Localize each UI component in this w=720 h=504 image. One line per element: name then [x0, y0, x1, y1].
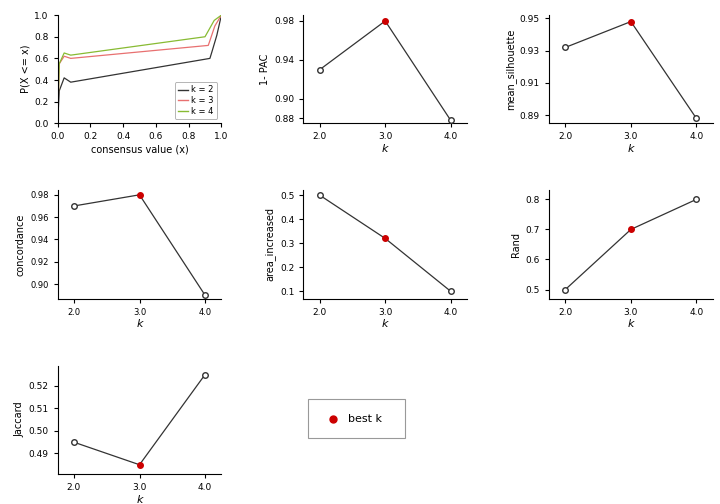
Y-axis label: Jaccard: Jaccard — [14, 402, 24, 437]
X-axis label: k: k — [628, 320, 634, 329]
Y-axis label: P(X <= x): P(X <= x) — [20, 45, 30, 93]
Legend: k = 2, k = 3, k = 4: k = 2, k = 3, k = 4 — [175, 82, 217, 119]
X-axis label: k: k — [136, 320, 143, 329]
X-axis label: k: k — [628, 144, 634, 154]
X-axis label: consensus value (x): consensus value (x) — [91, 144, 189, 154]
Y-axis label: mean_silhouette: mean_silhouette — [505, 29, 516, 110]
Y-axis label: 1- PAC: 1- PAC — [260, 53, 270, 85]
Y-axis label: Rand: Rand — [511, 232, 521, 257]
X-axis label: k: k — [136, 494, 143, 504]
Y-axis label: concordance: concordance — [16, 213, 26, 276]
X-axis label: k: k — [382, 320, 389, 329]
X-axis label: k: k — [382, 144, 389, 154]
Y-axis label: area_increased: area_increased — [265, 208, 276, 281]
Text: best k: best k — [348, 414, 382, 423]
FancyBboxPatch shape — [308, 399, 405, 438]
